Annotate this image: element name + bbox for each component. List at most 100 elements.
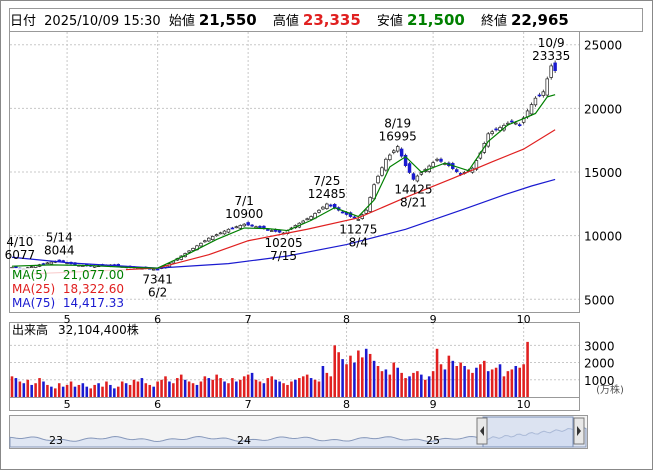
candle-body: [510, 120, 514, 123]
ma5-legend-label: MA(5): [12, 268, 48, 282]
volume-bar: [274, 379, 277, 397]
candle-body: [199, 242, 203, 247]
volume-bar: [132, 379, 136, 397]
volume-bar: [459, 362, 462, 397]
volume-bar: [266, 378, 270, 397]
candle-body: [258, 225, 262, 229]
candle-body: [517, 124, 522, 126]
volume-month-label: 9: [430, 398, 437, 411]
volume-bar: [128, 384, 132, 397]
volume-bar: [325, 372, 329, 397]
volume-bar: [136, 381, 140, 397]
candle-body: [435, 158, 439, 161]
month-label: 9: [430, 313, 437, 326]
volume-bar: [144, 383, 148, 397]
volume-bar: [231, 378, 234, 397]
volume-bar: [46, 384, 49, 397]
candle-body: [533, 97, 538, 106]
volume-bar: [408, 376, 411, 397]
volume-bar: [313, 379, 317, 397]
volume-bar: [301, 376, 305, 397]
candle-body: [321, 206, 325, 210]
candle-body: [340, 211, 345, 214]
annotation-line2: 8/21: [400, 195, 427, 209]
annotation-line2: 7/15: [270, 249, 297, 263]
annotation-line2: 12485: [308, 187, 346, 201]
volume-bar: [451, 360, 455, 397]
candle-body: [494, 128, 498, 131]
annotation-line1: 7/1: [235, 194, 254, 208]
annotation-line2: 8044: [44, 244, 75, 258]
volume-bar: [22, 383, 26, 397]
annotation-line2: 23335: [532, 49, 570, 63]
candle-body: [380, 167, 384, 176]
volume-bar: [156, 381, 159, 397]
volume-unit: (万株): [596, 383, 624, 396]
volume-bar: [73, 386, 77, 397]
volume-month-label: 10: [517, 398, 531, 411]
volume-value: 32,104,400株: [58, 322, 139, 337]
volume-bar: [510, 369, 514, 397]
volume-bar: [148, 384, 152, 397]
volume-bar: [317, 381, 321, 397]
navigator-right-handle[interactable]: [573, 417, 585, 445]
candle-body: [266, 229, 270, 231]
candle-body: [250, 224, 254, 227]
volume-bar: [160, 379, 163, 397]
volume-axis: 1000 2000 3000: [584, 339, 615, 387]
navigator-selection[interactable]: [482, 416, 574, 448]
volume-bar: [404, 378, 407, 397]
candle-body: [364, 209, 368, 214]
volume-date-axis: [9, 397, 580, 411]
open-value: 21,550: [198, 11, 257, 29]
candle-body: [537, 94, 542, 97]
volume-bar: [384, 369, 388, 397]
volume-bar: [337, 352, 340, 397]
volume-bar: [199, 381, 203, 397]
navigator-left-handle[interactable]: [476, 417, 488, 445]
volume-bar: [368, 353, 372, 397]
candle-body: [49, 261, 54, 265]
ma5-line: [11, 94, 556, 269]
candle-body: [376, 175, 380, 184]
volume-bar: [372, 360, 376, 397]
volume-bar: [18, 381, 22, 397]
candle-body: [392, 150, 396, 153]
volume-bar: [262, 383, 266, 397]
header-box: [9, 8, 643, 32]
candle-body: [242, 223, 246, 227]
volume-bar: [227, 383, 230, 397]
candle-body: [541, 91, 546, 96]
chevron-left-icon: [480, 426, 484, 436]
volume-bar: [439, 364, 443, 397]
candle-body: [325, 203, 329, 210]
volume-bar: [195, 384, 199, 397]
candle-body: [155, 268, 160, 271]
candle-body: [474, 160, 479, 170]
volume-bar: [50, 386, 53, 397]
volume-bar: [124, 383, 128, 397]
volume-month-label: 5: [64, 398, 71, 411]
annotation-line2: 8/4: [349, 235, 368, 249]
volume-bar: [506, 371, 510, 397]
volume-bar: [494, 367, 498, 397]
volume-bar: [360, 357, 364, 397]
annotation-line1: 10/9: [538, 36, 565, 50]
ma75-line: [11, 178, 556, 269]
volume-bar: [298, 378, 301, 397]
ma5-legend-value: 21,077.00: [63, 268, 124, 282]
volume-bar: [471, 372, 474, 397]
volume-bar: [81, 383, 85, 397]
volume-bar: [522, 364, 525, 397]
volume-bar: [38, 378, 41, 397]
candle-body: [329, 204, 333, 207]
candle-body: [407, 163, 412, 173]
volume-bar: [455, 366, 459, 397]
volume-bar: [357, 350, 360, 397]
date-value: 2025/10/09 15:30: [44, 14, 161, 29]
annotation-line1: 7341: [142, 272, 173, 286]
low-label: 安値: [376, 14, 403, 29]
candle-body: [388, 154, 392, 161]
